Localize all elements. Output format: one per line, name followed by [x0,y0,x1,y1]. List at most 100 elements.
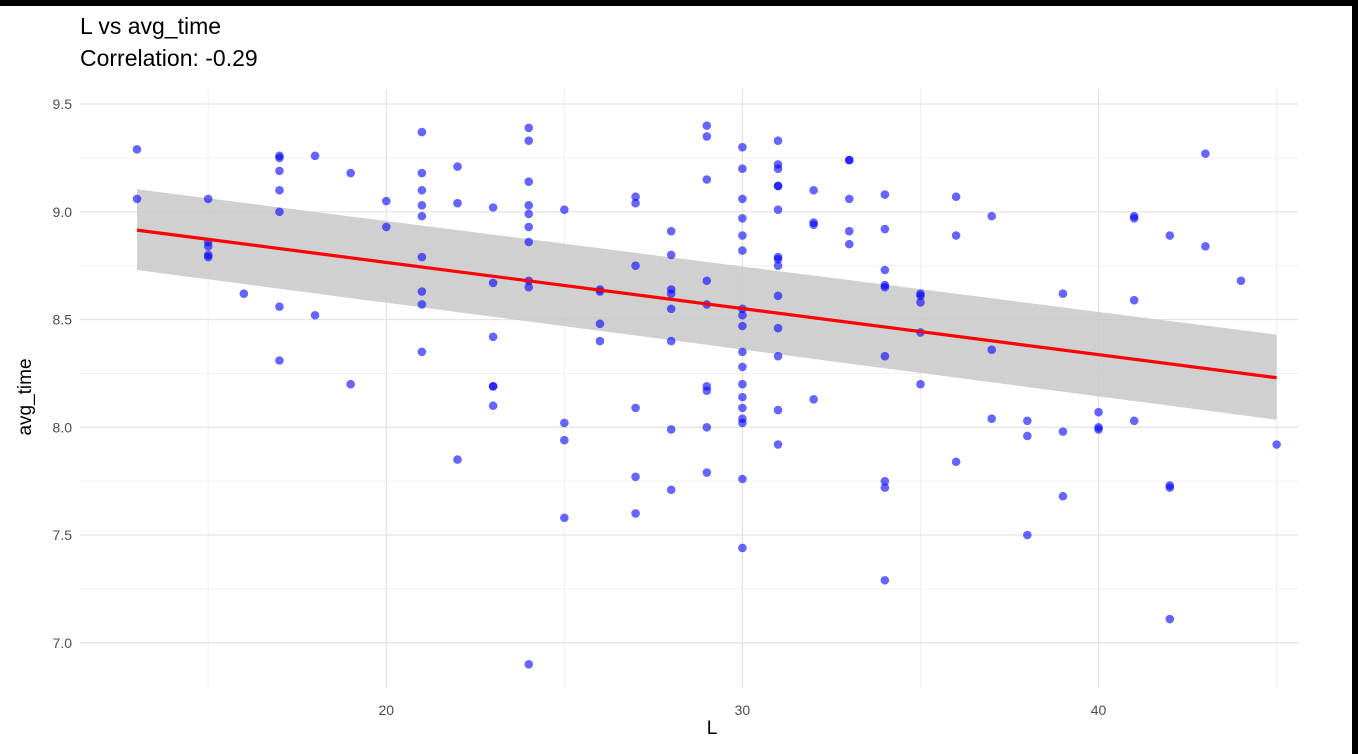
y-tick-label: 9.0 [53,204,73,220]
chart-title: L vs avg_time [80,13,221,39]
data-point [275,166,284,176]
data-point [880,224,890,234]
data-point [666,336,676,346]
data-point [488,203,498,212]
data-point [738,246,747,255]
x-tick-label: 20 [378,702,394,718]
data-point [738,392,747,402]
data-point [524,209,534,219]
x-axis-ticks: 20 30 40 [378,702,1106,718]
data-point [880,483,890,492]
data-point [1272,440,1281,449]
data-point [560,418,569,428]
data-point [631,472,640,482]
data-point [916,291,925,301]
major-gridlines [80,89,1298,688]
chart-subtitle: Correlation: -0.29 [80,45,258,71]
data-point [239,289,249,298]
scatter-chart: L vs avg_time Correlation: -0.29 20 30 40 … [15,13,1298,739]
data-point [773,205,783,214]
data-point [488,382,498,391]
data-point [773,261,783,270]
fit-line-layer [136,228,1277,380]
data-point [880,282,890,292]
data-point [1129,295,1139,305]
data-point [738,403,747,413]
data-point [417,252,427,262]
data-point [773,440,783,449]
data-point [524,201,534,210]
data-point [666,289,676,298]
y-axis-title: avg_time [15,358,36,435]
data-point [417,211,427,221]
data-point [1165,231,1175,240]
data-point [666,226,676,236]
y-tick-label: 7.0 [53,635,73,651]
data-point [987,211,997,221]
data-point [844,239,854,249]
data-point [880,265,890,275]
data-point [346,379,355,389]
data-point [738,231,747,240]
data-point [880,351,890,361]
data-point [773,351,783,361]
data-point [880,190,890,199]
data-point [488,278,498,288]
data-point [1129,213,1139,223]
data-point [702,386,712,395]
data-point [381,196,391,206]
data-point [203,250,213,260]
data-point [1129,416,1139,426]
data-point [987,414,997,423]
data-point [1023,416,1032,426]
data-point [453,455,462,464]
data-point [773,254,783,264]
data-point [916,379,925,389]
data-point [631,261,640,270]
data-point [916,298,925,307]
data-point [738,362,747,372]
data-point [738,418,747,428]
data-point [773,323,783,333]
data-point [702,175,712,184]
y-tick-label: 9.5 [53,96,73,112]
data-point [595,336,605,346]
data-point [773,291,783,301]
data-point [560,205,569,214]
data-point [1201,241,1210,251]
data-point [738,164,747,174]
data-point [738,194,747,204]
data-point [1165,483,1175,492]
data-point [132,194,142,204]
data-point [631,192,640,202]
data-point [275,207,284,217]
data-point [310,310,320,320]
data-point [453,162,462,171]
data-point [773,164,783,174]
data-point [1236,276,1246,286]
data-point [738,379,747,389]
data-point [702,422,712,432]
data-point [773,405,783,415]
data-point [666,304,676,314]
data-point [560,513,569,523]
data-point [702,121,712,130]
data-point [275,302,284,311]
data-point [381,222,391,232]
y-tick-label: 7.5 [53,527,73,543]
data-point [275,356,284,365]
data-point [666,425,676,434]
data-point [1201,149,1210,158]
data-point [346,168,355,178]
data-point [738,310,747,320]
data-point [738,142,747,152]
data-point [880,575,890,585]
data-point [310,151,320,161]
data-point [1058,491,1068,501]
data-point [417,201,427,210]
data-point [844,226,854,236]
data-point [417,347,427,357]
data-point [844,194,854,204]
data-point [203,194,213,204]
y-tick-label: 8.0 [53,419,73,435]
